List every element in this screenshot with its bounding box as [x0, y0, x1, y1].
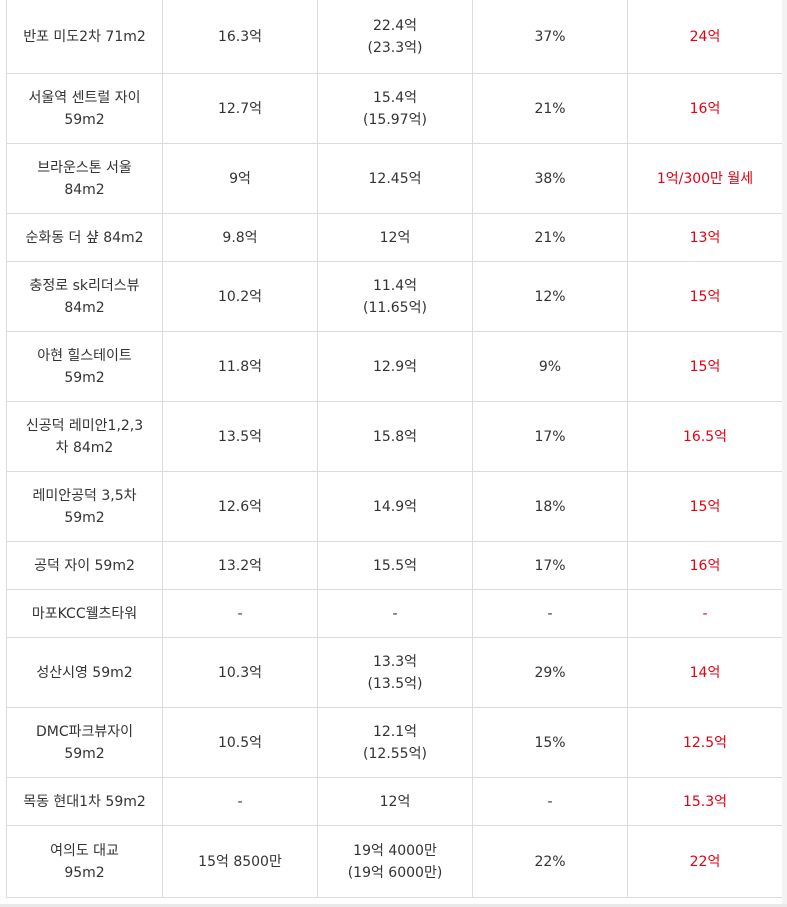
asking-price-cell: 24억 [627, 0, 783, 74]
change-rate-cell: 21% [472, 73, 628, 144]
asking-price-cell: 15억 [627, 331, 783, 402]
price-2021-cell: 15.8억 [317, 401, 473, 472]
change-rate-cell: 37% [472, 0, 628, 74]
price-2020-cell: - [162, 777, 318, 826]
price-2020-cell: 11.8억 [162, 331, 318, 402]
change-rate-cell: 21% [472, 213, 628, 262]
complex-name-cell: 브라운스톤 서울 84m2 [6, 143, 163, 214]
asking-price-cell: 1억/300만 월세 [627, 143, 783, 214]
price-2020-cell: 15억 8500만 [162, 825, 318, 898]
price-2021-cell: - [317, 589, 473, 638]
table-row: 레미안공덕 3,5차 59m2 12.6억 14.9억 18% 15억 [6, 471, 783, 542]
asking-price-cell: - [627, 589, 783, 638]
price-2020-cell: 12.7억 [162, 73, 318, 144]
table-row: 마포KCC웰츠타워 - - - - [6, 589, 783, 638]
table-row: 브라운스톤 서울 84m2 9억 12.45억 38% 1억/300만 월세 [6, 143, 783, 214]
table-row: DMC파크뷰자이 59m2 10.5억 12.1억 (12.55억) 15% 12.5억 [6, 707, 783, 778]
complex-name-cell: 레미안공덕 3,5차 59m2 [6, 471, 163, 542]
table-row: 목동 현대1차 59m2-12억 -15.3억 [6, 777, 783, 826]
complex-name-cell: 신공덕 레미안1,2,3 차 84m2 [6, 401, 163, 472]
asking-price-cell: 14억 [627, 637, 783, 708]
price-2020-cell: 16.3억 [162, 0, 318, 74]
price-2020-cell: 10.2억 [162, 261, 318, 332]
price-2021-cell: 19억 4000만 (19억 6000만) [317, 825, 473, 898]
price-2021-cell: 11.4억 (11.65억) [317, 261, 473, 332]
change-rate-cell: 22% [472, 825, 628, 898]
price-2021-cell: 12억 [317, 777, 473, 826]
complex-name-cell: 여의도 대교 95m2 [6, 825, 163, 898]
asking-price-cell: 22억 [627, 825, 783, 898]
price-2021-cell: 12.9억 [317, 331, 473, 402]
table-row: 서울역 센트럴 자이 59m2 12.7억 15.4억 (15.97억) 21% 16억 [6, 73, 783, 144]
change-rate-cell: 17% [472, 401, 628, 472]
change-rate-cell: 38% [472, 143, 628, 214]
price-2021-cell: 22.4억 (23.3억) [317, 0, 473, 74]
complex-name-cell: 서울역 센트럴 자이 59m2 [6, 73, 163, 144]
change-rate-cell: 9% [472, 331, 628, 402]
change-rate-cell: 29% [472, 637, 628, 708]
price-2020-cell: 10.3억 [162, 637, 318, 708]
price-2021-cell: 12억 [317, 213, 473, 262]
price-table: 반포 미도2차 71m2 16.3억 22.4억 (23.3억) 37% 24억 서울역 센… [6, 0, 783, 898]
complex-name-cell: 공덕 자이 59m2 [6, 541, 163, 590]
table-row: 신공덕 레미안1,2,3 차 84m2 13.5억 15.8억 17% 16.5억 [6, 401, 783, 472]
price-2021-cell: 12.1억 (12.55억) [317, 707, 473, 778]
change-rate-cell: 18% [472, 471, 628, 542]
price-2021-cell: 12.45억 [317, 143, 473, 214]
table-row: 순화동 더 샾 84m2 9.8억 12억 21% 13억 [6, 213, 783, 262]
price-2020-cell: 10.5억 [162, 707, 318, 778]
complex-name-cell: 반포 미도2차 71m2 [6, 0, 163, 74]
bottom-edge [0, 904, 787, 907]
complex-name-cell: 충정로 sk리더스뷰 84m2 [6, 261, 163, 332]
complex-name-cell: 순화동 더 샾 84m2 [6, 213, 163, 262]
asking-price-cell: 16.5억 [627, 401, 783, 472]
complex-name-cell: 목동 현대1차 59m2 [6, 777, 163, 826]
asking-price-cell: 15억 [627, 471, 783, 542]
change-rate-cell: - [472, 589, 628, 638]
asking-price-cell: 15.3억 [627, 777, 783, 826]
table-row: 성산시영 59m2 10.3억 13.3억 (13.5억) 29% 14억 [6, 637, 783, 708]
change-rate-cell: 17% [472, 541, 628, 590]
complex-name-cell: DMC파크뷰자이 59m2 [6, 707, 163, 778]
scrollbar-track[interactable] [782, 0, 787, 907]
table-body: 반포 미도2차 71m2 16.3억 22.4억 (23.3억) 37% 24억 서울역 센… [6, 0, 783, 898]
asking-price-cell: 16억 [627, 541, 783, 590]
price-2020-cell: 13.2억 [162, 541, 318, 590]
price-2021-cell: 15.4억 (15.97억) [317, 73, 473, 144]
price-2020-cell: 13.5억 [162, 401, 318, 472]
price-2021-cell: 15.5억 [317, 541, 473, 590]
table-row: 여의도 대교 95m2 15억 8500만 19억 4000만 (19억 6000만) 2… [6, 825, 783, 898]
price-2020-cell: 12.6억 [162, 471, 318, 542]
asking-price-cell: 15억 [627, 261, 783, 332]
table-row: 충정로 sk리더스뷰 84m2 10.2억 11.4억 (11.65억) 12% 15억 [6, 261, 783, 332]
price-2021-cell: 14.9억 [317, 471, 473, 542]
complex-name-cell: 아현 힐스테이트 59m2 [6, 331, 163, 402]
price-2021-cell: 13.3억 (13.5억) [317, 637, 473, 708]
asking-price-cell: 13억 [627, 213, 783, 262]
asking-price-cell: 12.5억 [627, 707, 783, 778]
table-row: 아현 힐스테이트 59m2 11.8억 12.9억 9% 15억 [6, 331, 783, 402]
complex-name-cell: 성산시영 59m2 [6, 637, 163, 708]
price-2020-cell: 9억 [162, 143, 318, 214]
change-rate-cell: 15% [472, 707, 628, 778]
table-row: 공덕 자이 59m2 13.2억 15.5억 17% 16억 [6, 541, 783, 590]
change-rate-cell: - [472, 777, 628, 826]
table-row: 반포 미도2차 71m2 16.3억 22.4억 (23.3억) 37% 24억 [6, 0, 783, 74]
change-rate-cell: 12% [472, 261, 628, 332]
price-2020-cell: - [162, 589, 318, 638]
price-2020-cell: 9.8억 [162, 213, 318, 262]
asking-price-cell: 16억 [627, 73, 783, 144]
complex-name-cell: 마포KCC웰츠타워 [6, 589, 163, 638]
